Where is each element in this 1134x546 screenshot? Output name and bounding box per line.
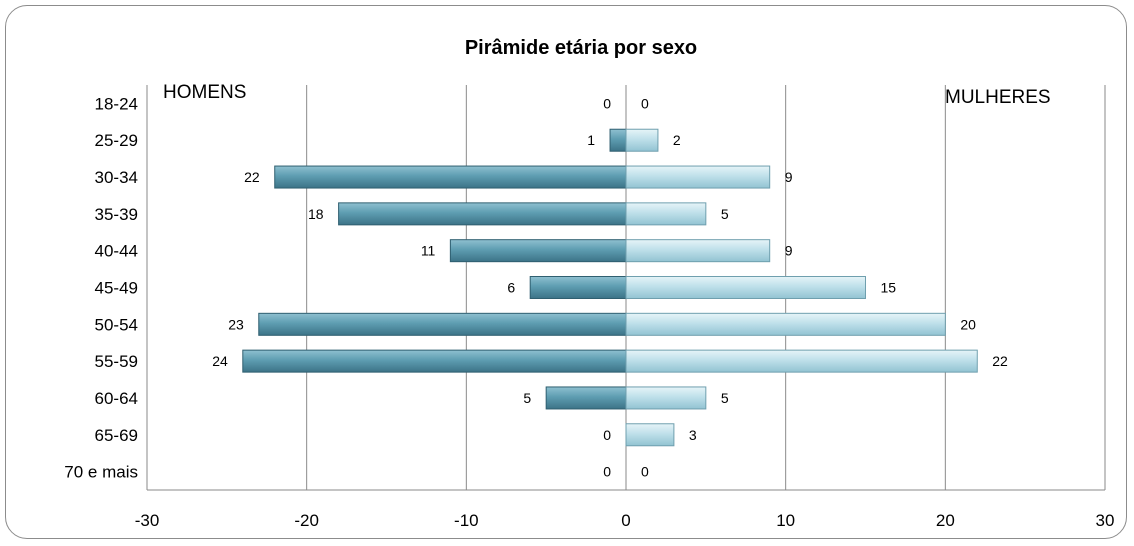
bar-men <box>529 276 627 299</box>
bar-women <box>625 312 946 336</box>
x-tick-label: -20 <box>294 511 319 530</box>
category-label: 30-34 <box>95 168 138 187</box>
data-label-women: 5 <box>721 206 729 222</box>
chart-title: Pirâmide etária por sexo <box>465 37 697 59</box>
bar-women <box>625 165 771 189</box>
data-label-women: 0 <box>641 464 649 480</box>
data-label-men: 0 <box>603 95 611 111</box>
data-label-women: 2 <box>673 132 681 148</box>
category-label: 35-39 <box>95 205 138 224</box>
data-label-women: 22 <box>992 353 1008 369</box>
data-label-men: 11 <box>421 243 436 259</box>
bars <box>242 128 978 447</box>
bar-women <box>625 349 978 373</box>
category-label: 70 e mais <box>64 463 138 482</box>
data-label-men: 24 <box>212 353 228 369</box>
x-tick-label: 10 <box>776 511 795 530</box>
x-tick-label: -10 <box>454 511 479 530</box>
x-tick-label: 20 <box>936 511 955 530</box>
data-label-men: 1 <box>587 132 595 148</box>
bar-women <box>625 423 675 447</box>
data-label-women: 20 <box>960 316 976 332</box>
data-label-men: 6 <box>507 280 515 296</box>
axes: -30 -20 -10 0 10 20 3018-2425-2930-3435-3940-4… <box>64 85 1114 530</box>
category-label: 25-29 <box>95 131 138 150</box>
category-label: 65-69 <box>95 426 138 445</box>
data-label-women: 9 <box>785 243 793 259</box>
category-label: 45-49 <box>95 279 138 298</box>
category-label: 40-44 <box>95 242 138 261</box>
category-label: 50-54 <box>95 315 138 334</box>
data-label-men: 0 <box>603 464 611 480</box>
data-label-women: 0 <box>641 95 649 111</box>
data-label-women: 15 <box>881 280 897 296</box>
bar-women <box>625 239 771 263</box>
bar-men <box>242 349 627 373</box>
x-tick-label: -30 <box>135 511 160 530</box>
bar-men <box>545 386 627 410</box>
data-label-women: 3 <box>689 427 697 443</box>
gridlines <box>306 85 1106 490</box>
data-label-women: 9 <box>785 169 793 185</box>
bar-women <box>625 276 866 299</box>
bar-men <box>258 312 627 336</box>
data-label-men: 23 <box>228 316 244 332</box>
category-label: 18-24 <box>95 94 138 113</box>
category-label: 60-64 <box>95 389 138 408</box>
category-label: 55-59 <box>95 352 138 371</box>
bar-women <box>625 128 659 152</box>
bar-women <box>625 202 707 226</box>
data-label-men: 0 <box>603 427 611 443</box>
chart-frame <box>5 5 1127 539</box>
bar-men <box>274 165 627 189</box>
bar-men <box>338 202 627 226</box>
men-side-label: HOMENS <box>163 82 246 103</box>
data-label-men: 5 <box>523 390 531 406</box>
x-tick-label: 30 <box>1096 511 1115 530</box>
bar-men <box>449 239 627 263</box>
x-tick-label: 0 <box>621 511 630 530</box>
data-label-men: 18 <box>308 206 324 222</box>
data-label-men: 22 <box>244 169 260 185</box>
bar-men <box>609 128 627 152</box>
women-side-label: MULHERES <box>945 87 1051 108</box>
bar-women <box>625 386 707 410</box>
data-label-women: 5 <box>721 390 729 406</box>
